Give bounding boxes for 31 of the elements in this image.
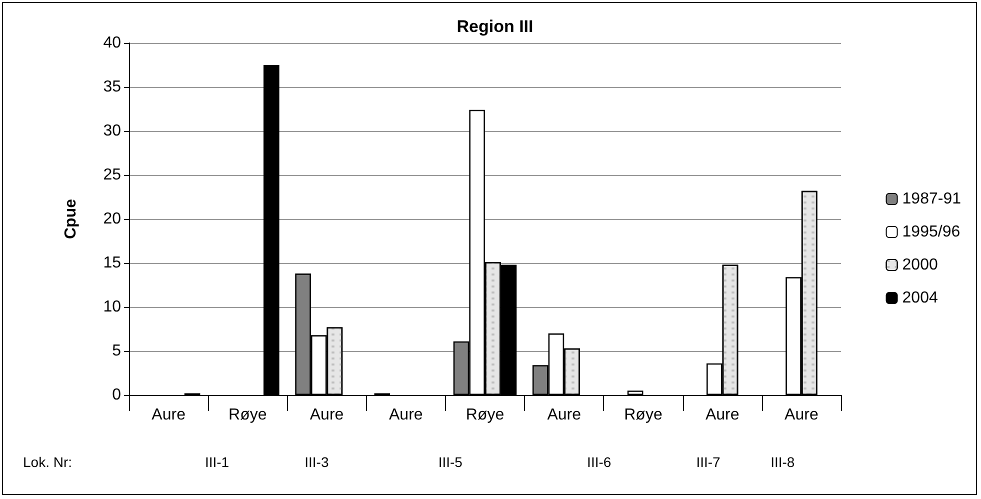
- y-tick-label: 25: [103, 166, 122, 184]
- y-axis-title: Cpue: [62, 198, 80, 239]
- text: III-6: [587, 454, 612, 470]
- y-tick-label: 40: [103, 34, 122, 52]
- y-tick-label: 15: [103, 254, 122, 272]
- x-tick-label: Aure: [705, 406, 740, 424]
- x-tick-label: Aure: [152, 406, 186, 424]
- text: III-3: [304, 454, 329, 470]
- chart-title: Region III: [456, 17, 534, 36]
- legend-label: 2004: [902, 290, 938, 306]
- text: III-7: [696, 454, 721, 470]
- x-tick-label: Aure: [310, 406, 344, 424]
- text: III-8: [770, 454, 795, 470]
- y-tick-label: 10: [103, 298, 122, 316]
- text: Lok. Nr:: [23, 454, 72, 470]
- y-tick-label: 5: [112, 342, 122, 360]
- text: III-1: [204, 454, 230, 470]
- legend-label: 1995/96: [902, 224, 960, 240]
- x-tick-label: Aure: [547, 406, 582, 424]
- x-tick-label: Aure: [388, 406, 423, 424]
- legend-label: 1987-91: [902, 190, 962, 208]
- x-tick-label: Aure: [784, 406, 818, 424]
- y-tick-label: 0: [112, 386, 122, 404]
- x-tick-label: Røye: [624, 406, 662, 424]
- text: III-5: [438, 454, 463, 470]
- y-tick-label: 35: [103, 78, 122, 96]
- x-tick-label: Røye: [228, 406, 267, 424]
- y-tick-label: 20: [103, 210, 122, 228]
- legend-label: 2000: [902, 256, 938, 274]
- y-tick-label: 30: [103, 122, 122, 140]
- x-tick-label: Røye: [466, 406, 504, 424]
